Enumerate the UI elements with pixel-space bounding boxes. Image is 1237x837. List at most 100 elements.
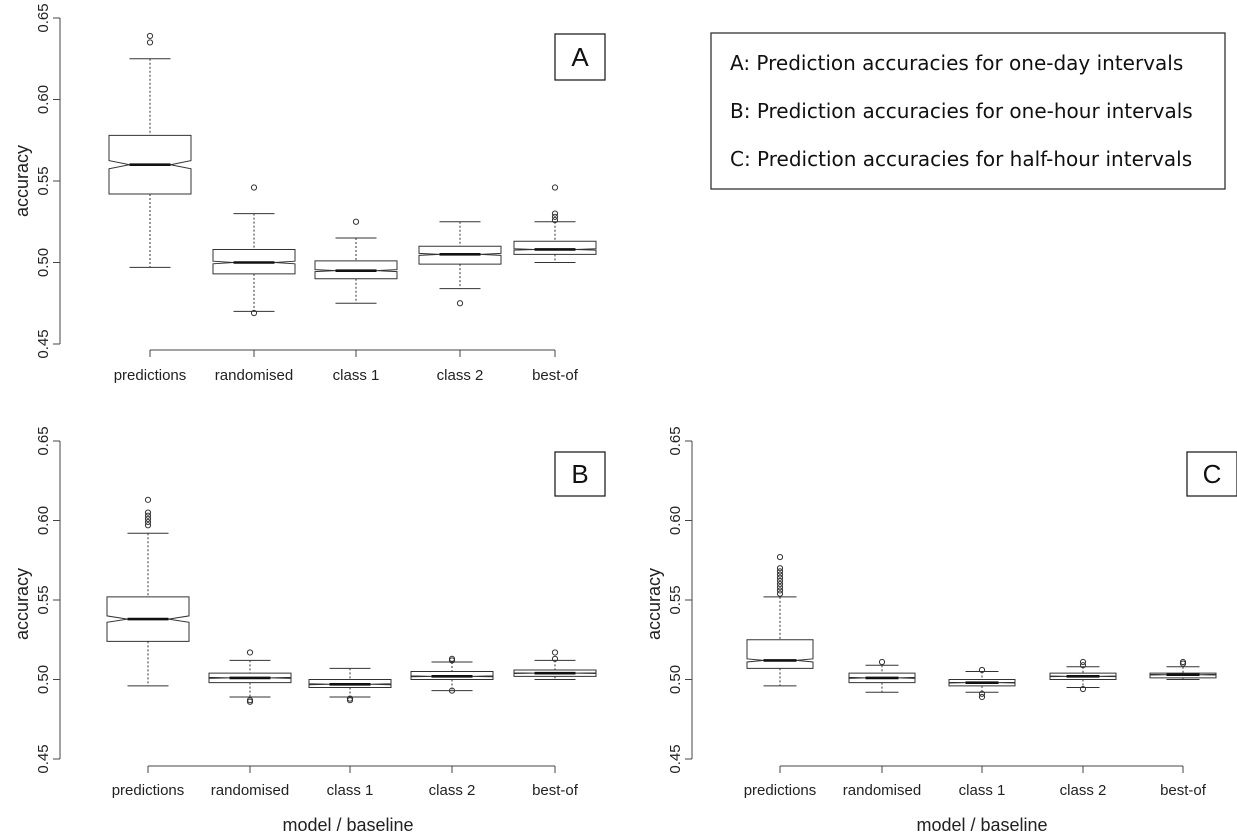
x-axis-label: model / baseline (282, 815, 413, 835)
panel-label: A (571, 42, 589, 72)
outlier-point (776, 584, 784, 591)
y-tick-label: 0.60 (35, 506, 52, 535)
outlier-point (551, 655, 559, 662)
outlier-point (144, 518, 152, 526)
panel-label: C (1203, 459, 1222, 489)
x-tick-label: best-of (532, 367, 579, 384)
outlier-point (246, 698, 254, 705)
x-tick-label: best-of (532, 782, 579, 799)
y-tick-label: 0.65 (667, 426, 684, 455)
y-tick-label: 0.45 (35, 329, 52, 358)
box-body (513, 240, 597, 255)
y-tick-label: 0.60 (35, 85, 52, 114)
outlier-point (1079, 662, 1087, 669)
box-randomised (848, 658, 916, 693)
outlier-point (456, 300, 464, 307)
outlier-point (878, 658, 886, 666)
outlier-point (250, 184, 258, 191)
outlier-point (776, 571, 784, 578)
outlier-point (1079, 658, 1087, 666)
outlier-point (776, 577, 784, 585)
x-tick-label: class 1 (333, 367, 380, 384)
outlier-point (776, 568, 784, 575)
y-tick-label: 0.45 (35, 744, 52, 773)
legend-box (710, 32, 1226, 190)
x-tick-label: class 1 (959, 782, 1006, 799)
x-tick-label: randomised (211, 782, 289, 799)
y-tick-label: 0.65 (35, 426, 52, 455)
panel-label-box (554, 33, 606, 81)
outlier-point (144, 512, 152, 519)
outlier-point (448, 687, 456, 694)
panel-c: 0.45 0.50 0.55 0.60 0.65 accuracy predictions r… (644, 426, 1237, 835)
y-tick-label: 0.50 (667, 665, 684, 694)
legend-line-b: B: Prediction accuracies for one-hour in… (730, 99, 1193, 123)
outlier-point (551, 649, 559, 656)
x-tick-label: class 1 (327, 782, 374, 799)
outlier-point (776, 581, 784, 588)
x-tick-label: randomised (215, 367, 293, 384)
box-class-2 (418, 221, 502, 307)
outlier-point (978, 693, 986, 701)
box-predictions (108, 32, 192, 268)
box-body (746, 639, 814, 669)
x-tick-label: class 2 (437, 367, 484, 384)
outlier-point (978, 666, 986, 674)
legend-line-c: C: Prediction accuracies for half-hour i… (730, 147, 1192, 171)
panel-label-box (554, 451, 606, 497)
outlier-point (146, 32, 154, 40)
box-class-1 (948, 666, 1016, 701)
box-randomised (212, 184, 296, 317)
x-tick-label: class 2 (1060, 782, 1107, 799)
outlier-point (346, 697, 354, 704)
outlier-point (352, 218, 360, 225)
box-best-of (513, 649, 597, 680)
box-best-of (1149, 658, 1217, 680)
x-tick-label: predictions (112, 782, 185, 799)
box-best-of (513, 184, 597, 263)
panel-a: 0.45 0.50 0.55 0.60 0.65 accuracy predictions r… (12, 3, 606, 384)
box-predictions (106, 496, 190, 687)
outlier-point (144, 496, 152, 503)
y-tick-label: 0.50 (35, 248, 52, 277)
outlier-point (146, 39, 154, 46)
y-tick-label: 0.55 (35, 166, 52, 195)
box-class-1 (308, 667, 392, 704)
x-axis-label: model / baseline (916, 815, 1047, 835)
legend-line-a: A: Prediction accuracies for one-day int… (730, 51, 1183, 75)
box-class-2 (410, 655, 494, 694)
outlier-point (250, 309, 258, 317)
y-axis-label: accuracy (644, 568, 664, 640)
outlier-point (776, 574, 784, 581)
panel-b: 0.45 0.50 0.55 0.60 0.65 accuracy predictions r… (12, 426, 606, 835)
panel-label-box (1186, 451, 1237, 497)
x-tick-label: best-of (1160, 782, 1207, 799)
outlier-point (978, 690, 986, 697)
outlier-point (144, 522, 152, 529)
outlier-point (776, 587, 784, 594)
outlier-point (776, 565, 784, 572)
outlier-point (448, 657, 456, 664)
box-class-1 (314, 218, 398, 304)
x-tick-label: class 2 (429, 782, 476, 799)
outlier-point (776, 553, 784, 561)
outlier-point (551, 217, 559, 224)
y-tick-label: 0.65 (35, 3, 52, 32)
box-randomised (208, 649, 292, 705)
x-tick-label: predictions (114, 367, 187, 384)
outlier-point (551, 184, 559, 191)
x-tick-label: predictions (744, 782, 817, 799)
panel-label: B (571, 459, 588, 489)
legend: A: Prediction accuracies for one-day int… (710, 32, 1226, 190)
box-class-2 (1049, 658, 1117, 693)
y-tick-label: 0.50 (35, 665, 52, 694)
outlier-point (551, 213, 559, 220)
y-tick-label: 0.45 (667, 744, 684, 773)
y-tick-label: 0.55 (667, 585, 684, 614)
outlier-point (246, 649, 254, 656)
y-tick-label: 0.55 (35, 585, 52, 614)
outlier-point (144, 515, 152, 523)
y-axis-label: accuracy (12, 145, 32, 217)
outlier-point (1179, 660, 1187, 667)
